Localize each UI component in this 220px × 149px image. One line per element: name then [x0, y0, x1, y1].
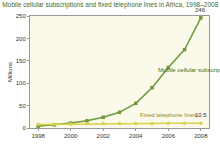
- svg-text:2008: 2008: [194, 133, 208, 139]
- svg-text:250: 250: [16, 13, 27, 19]
- svg-text:Millions: Millions: [7, 62, 13, 82]
- svg-text:2002: 2002: [97, 133, 111, 139]
- svg-text:2006: 2006: [162, 133, 176, 139]
- svg-text:Mobile cellular subscriptions: Mobile cellular subscriptions and fixed …: [2, 1, 218, 9]
- svg-text:2004: 2004: [129, 133, 143, 139]
- svg-text:Fixed telephone lines: Fixed telephone lines: [140, 112, 197, 118]
- svg-text:50: 50: [19, 103, 26, 109]
- svg-text:2000: 2000: [64, 133, 78, 139]
- svg-text:200: 200: [16, 36, 27, 42]
- svg-text:1998: 1998: [31, 133, 45, 139]
- svg-text:0: 0: [22, 125, 26, 131]
- svg-text:10.5: 10.5: [195, 112, 207, 118]
- svg-text:100: 100: [16, 80, 27, 86]
- svg-text:150: 150: [16, 58, 27, 64]
- svg-text:246: 246: [195, 7, 206, 13]
- svg-text:Mobile cellular subscriptions: Mobile cellular subscriptions: [158, 67, 220, 73]
